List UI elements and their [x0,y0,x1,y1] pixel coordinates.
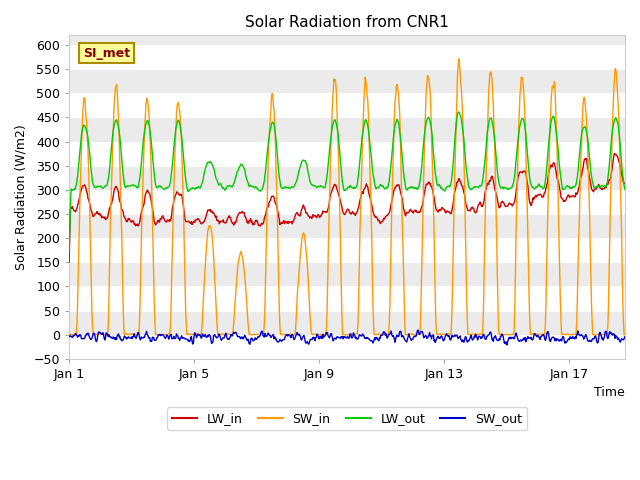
SW_in [65,331,73,337]
SW_out [383,335,391,341]
SW_in [520,91,528,97]
LW_in [383,213,391,218]
LW_out [85,148,93,154]
SW_in [384,332,392,337]
Bar [69,93,625,118]
LW_in [611,151,618,156]
Y-axis label: Solar Radiation (W/m2): Solar Radiation (W/m2) [15,124,28,270]
Bar [69,45,625,69]
LW_out [520,116,527,122]
Bar [69,142,625,166]
LW_in [85,199,93,205]
SW_out [269,332,277,337]
Line: SW_out: SW_out [69,330,630,345]
LW_in [269,193,277,199]
SW_out [197,335,205,341]
LW_in [197,221,205,227]
Bar [69,190,625,214]
SW_in [455,56,463,62]
Text: SI_met: SI_met [83,47,130,60]
SW_in [270,107,278,112]
Line: LW_in: LW_in [69,154,630,262]
X-axis label: Time: Time [595,386,625,399]
LW_out [627,247,634,253]
SW_out [65,334,73,339]
SW_in [85,192,93,198]
LW_out [269,120,277,126]
Bar [69,335,625,359]
LW_out [455,109,463,115]
SW_out [85,334,93,339]
SW_out [503,342,511,348]
Line: SW_in: SW_in [69,59,630,335]
Line: LW_out: LW_out [69,112,630,252]
Bar [69,287,625,311]
SW_in [627,332,634,337]
LW_in [300,202,307,208]
LW_out [300,157,307,163]
SW_in [300,231,308,237]
SW_out [414,327,422,333]
SW_out [300,333,307,339]
LW_in [627,242,634,248]
SW_out [627,333,634,338]
LW_out [197,182,205,188]
SW_in [198,326,205,332]
Title: Solar Radiation from CNR1: Solar Radiation from CNR1 [245,15,449,30]
SW_out [520,335,528,341]
LW_in [519,170,527,176]
LW_in [65,259,73,265]
Bar [69,238,625,262]
Legend: LW_in, SW_in, LW_out, SW_out: LW_in, SW_in, LW_out, SW_out [166,407,527,430]
LW_out [65,249,73,254]
SW_in [94,332,102,337]
LW_out [383,185,391,191]
